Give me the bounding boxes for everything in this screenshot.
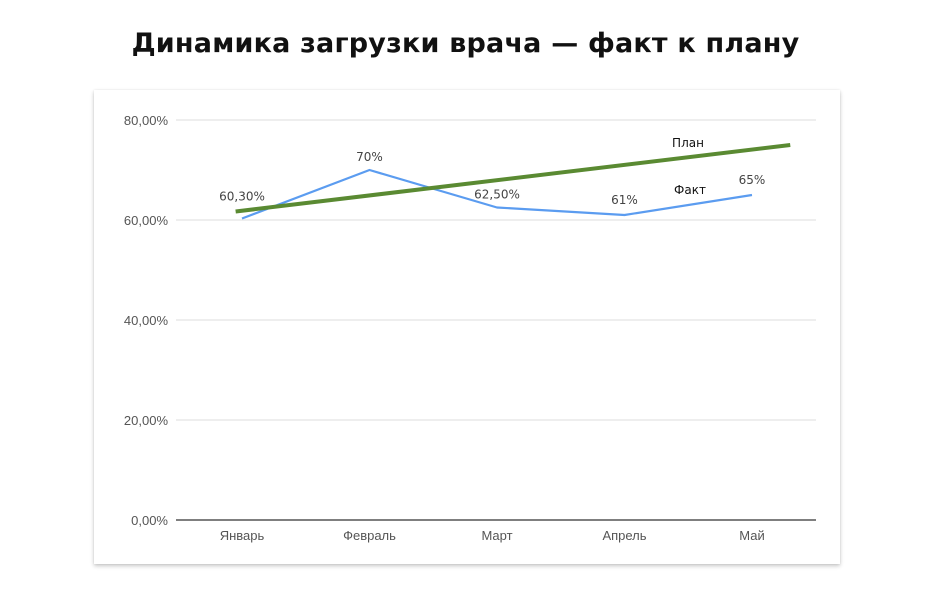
data-label: 61%: [611, 193, 638, 207]
series-line-fact: [241, 168, 753, 220]
series-name-label-plan: План: [672, 136, 704, 150]
data-label: 60,30%: [219, 190, 265, 204]
data-label: 65%: [739, 173, 766, 187]
data-label: 62,50%: [474, 188, 520, 202]
y-tick-label: 40,00%: [124, 313, 169, 328]
x-tick-label: Март: [481, 528, 512, 543]
series-name-label-fact: Факт: [674, 183, 706, 197]
y-tick-label: 80,00%: [124, 113, 169, 128]
x-tick-label: Май: [739, 528, 764, 543]
chart-card: 0,00% 20,00% 40,00% 60,00% 80,00% Январь Февра…: [94, 90, 840, 564]
x-tick-label: Апрель: [602, 528, 646, 543]
line-chart: 0,00% 20,00% 40,00% 60,00% 80,00% Январь Февра…: [124, 113, 816, 543]
data-label: 70%: [356, 150, 383, 164]
page-title: Динамика загрузки врача — факт к плану: [131, 28, 800, 59]
y-tick-label: 60,00%: [124, 213, 169, 228]
y-tick-label: 0,00%: [131, 513, 168, 528]
x-tick-label: Февраль: [343, 528, 396, 543]
x-tick-label: Январь: [220, 528, 265, 543]
y-tick-label: 20,00%: [124, 413, 169, 428]
series-line-plan: [235, 143, 791, 214]
